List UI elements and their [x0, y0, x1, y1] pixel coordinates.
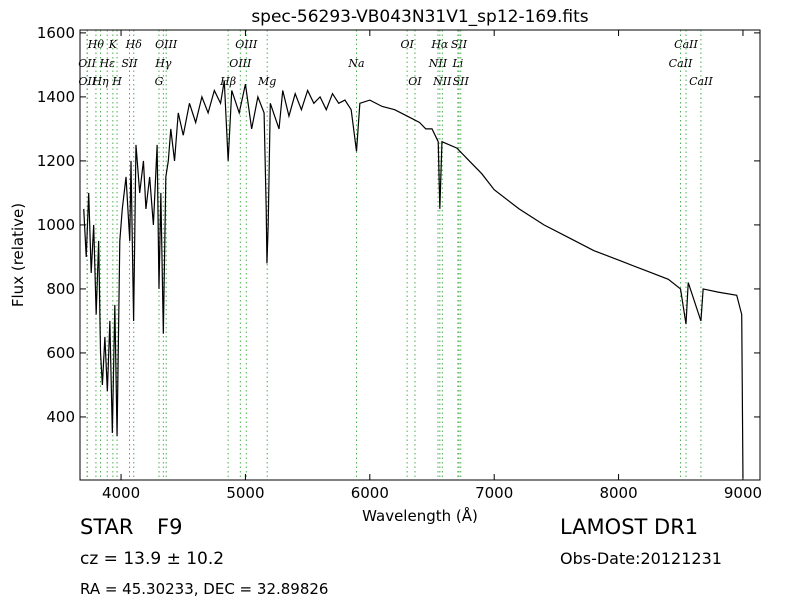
x-tick-label: 5000: [226, 484, 264, 502]
spectral-line-label: Mg: [257, 75, 276, 88]
spectral-line-label: Li: [451, 57, 463, 70]
y-tick-label: 1400: [37, 88, 75, 106]
y-tick-label: 600: [46, 344, 75, 362]
spectral-line-label: Hδ: [125, 38, 143, 51]
spectral-line-label: CaII: [669, 57, 693, 70]
y-tick-label: 800: [46, 280, 75, 298]
spectral-line-label: OIII: [235, 38, 258, 51]
redshift: cz = 13.9 ± 10.2: [80, 549, 224, 569]
spectral-line-label: G: [155, 75, 164, 88]
spectral-line-label: Hε: [98, 57, 115, 70]
y-tick-label: 1000: [37, 216, 75, 234]
spectral-line-label: NII: [428, 57, 448, 70]
y-tick-label: 1600: [37, 24, 75, 42]
x-axis-label: Wavelength (Å): [362, 506, 478, 525]
y-axis-label: Flux (relative): [9, 203, 27, 307]
spectral-line-label: CaII: [689, 75, 713, 88]
subclass: F9: [157, 515, 182, 539]
survey: LAMOST DR1: [560, 515, 698, 539]
plot-frame: [79, 29, 761, 481]
spectral-line-label: OIII: [229, 57, 252, 70]
x-tick-label: 7000: [475, 484, 513, 502]
spectral-line-label: Na: [347, 57, 364, 70]
spectral-line-label: Hη: [91, 75, 109, 88]
y-tick-label: 1200: [37, 152, 75, 170]
y-tick-label: 400: [46, 408, 75, 426]
spectral-line-label: H: [111, 75, 122, 88]
spectral-line-label: OII: [78, 57, 96, 70]
spectrum: [83, 80, 744, 478]
spectral-line-label: SII: [121, 57, 138, 70]
x-tick-label: 8000: [599, 484, 637, 502]
spectral-line-label: Hα: [430, 38, 449, 51]
spectral-line-label: CaII: [674, 38, 698, 51]
chart-title: spec-56293-VB043N31V1_sp12-169.fits: [251, 7, 588, 27]
spectral-line-label: OI: [408, 75, 422, 88]
x-tick-label: 4000: [102, 484, 140, 502]
obs-date: Obs-Date:20121231: [560, 549, 722, 568]
spectral-line-label: OI: [400, 38, 414, 51]
x-tick-label: 6000: [351, 484, 389, 502]
class: STAR: [80, 515, 133, 539]
x-tick-label: 9000: [724, 484, 762, 502]
spectral-line-label: K: [108, 38, 118, 51]
spectral-line-label: Hβ: [219, 75, 236, 88]
spectral-line-label: NII: [432, 75, 452, 88]
spectral-line-label: OII: [78, 75, 96, 88]
spectral-line-label: OIII: [155, 38, 178, 51]
spectral-line-label: SII: [453, 75, 470, 88]
spectral-line-label: Hθ: [87, 38, 105, 51]
spectral-line-label: Hγ: [154, 57, 172, 70]
spectral-line-label: SII: [451, 38, 468, 51]
coordinates: RA = 45.30233, DEC = 32.89826: [80, 580, 328, 598]
